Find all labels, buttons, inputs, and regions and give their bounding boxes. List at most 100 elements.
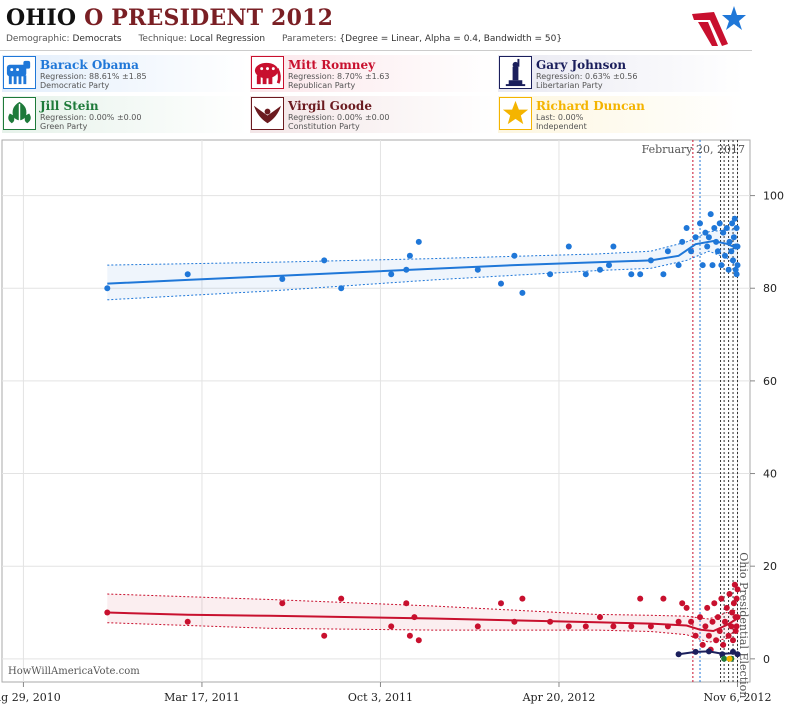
candidate-party: Constitution Party	[288, 122, 360, 131]
data-point	[726, 238, 733, 245]
candidate-stat: Regression: 0.00% ±0.00	[288, 113, 390, 122]
data-point	[388, 623, 395, 630]
data-point	[729, 220, 736, 227]
data-point	[713, 637, 720, 644]
data-point	[597, 266, 603, 273]
data-point	[733, 271, 740, 278]
data-point	[716, 220, 723, 227]
trend-line	[107, 611, 739, 633]
data-point	[702, 229, 709, 236]
data-point	[321, 257, 328, 264]
data-point	[582, 271, 589, 278]
y-tick-label: 20	[763, 560, 777, 573]
data-point	[637, 271, 644, 278]
data-point	[403, 600, 410, 607]
data-point	[734, 243, 741, 250]
data-point	[704, 604, 711, 611]
candidate-name: Gary Johnson	[536, 58, 627, 72]
data-point	[692, 234, 699, 241]
data-point	[406, 252, 413, 259]
poll-chart: Aug 29, 2010 Mar 17, 2011 Oct 3, 2011 Apr 2…	[0, 137, 789, 704]
data-point	[279, 276, 286, 282]
candidate-stat: Regression: 0.00% ±0.00	[40, 113, 142, 122]
data-point	[728, 248, 735, 255]
candidate-stat: Regression: 8.70% ±1.63	[288, 72, 390, 81]
parameters-value: {Degree = Linear, Alpha = 0.4, Bandwidth…	[339, 34, 563, 44]
data-point	[730, 637, 736, 644]
data-point	[519, 595, 526, 602]
star-icon	[499, 97, 532, 130]
data-point	[406, 632, 413, 639]
data-point	[688, 248, 695, 255]
annotation-date: February 20, 2017	[642, 143, 745, 156]
data-point	[714, 614, 721, 621]
data-point	[675, 618, 682, 625]
data-point	[704, 243, 711, 250]
data-point	[104, 285, 111, 292]
data-point	[338, 595, 345, 602]
data-point	[725, 266, 732, 273]
candidate-party: Independent	[536, 122, 587, 131]
data-point	[679, 238, 686, 245]
data-point	[660, 595, 667, 602]
candidate-name: Richard Duncan	[536, 99, 645, 113]
data-point	[723, 225, 730, 231]
data-point	[338, 285, 345, 292]
candidate-name: Mitt Romney	[288, 58, 376, 72]
data-point	[664, 248, 671, 255]
title-state: OHIO	[6, 5, 77, 31]
y-tick-label: 0	[763, 653, 770, 666]
data-point	[734, 651, 741, 658]
candidate-card: Jill Stein Regression: 0.00% ±0.00 Green P…	[2, 96, 248, 133]
x-tick-label: Aug 29, 2010	[0, 691, 61, 704]
candidate-name: Jill Stein	[40, 99, 99, 113]
candidate-party: Green Party	[40, 122, 88, 131]
data-point	[716, 628, 723, 634]
data-point	[721, 655, 728, 662]
data-point	[720, 641, 727, 648]
confidence-band	[107, 229, 738, 300]
candidate-party: Democratic Party	[40, 81, 110, 90]
data-point	[692, 632, 699, 639]
data-point	[610, 243, 617, 250]
data-point	[732, 628, 739, 634]
data-point	[732, 266, 739, 273]
data-point	[705, 648, 712, 655]
data-point	[565, 623, 572, 630]
data-point	[519, 289, 526, 296]
y-tick-label: 80	[763, 282, 777, 295]
data-point	[713, 238, 720, 245]
data-point	[675, 262, 682, 269]
candidate-stat: Last: 0.00%	[536, 113, 584, 122]
data-point	[565, 243, 572, 250]
data-point	[733, 225, 740, 231]
data-point	[709, 262, 716, 269]
data-point	[647, 623, 654, 630]
data-point	[702, 623, 709, 630]
data-point	[730, 257, 736, 264]
data-point	[734, 586, 741, 593]
data-point	[688, 618, 695, 625]
data-point	[647, 257, 654, 264]
data-point	[714, 248, 721, 255]
candidate-name: Barack Obama	[40, 58, 139, 72]
candidate-card: Gary Johnson Regression: 0.63% ±0.56 Liber…	[498, 55, 744, 92]
header-divider	[0, 50, 752, 51]
credit-text: HowWillAmericaVote.com	[8, 666, 140, 677]
technique-value: Local Regression	[189, 34, 266, 44]
data-point	[474, 266, 481, 273]
demographic-value: Democrats	[72, 34, 122, 44]
data-point	[730, 600, 737, 607]
x-tick-label: Oct 3, 2011	[348, 691, 413, 704]
data-point	[729, 609, 736, 616]
data-point	[403, 266, 410, 273]
data-point	[184, 271, 191, 278]
candidate-party: Libertarian Party	[536, 81, 603, 90]
data-point	[728, 623, 735, 630]
candidate-stat: Regression: 0.63% ±0.56	[536, 72, 638, 81]
data-point	[511, 252, 518, 259]
title-rest: O PRESIDENT 2012	[84, 5, 334, 31]
data-point	[679, 600, 686, 607]
candidate-card: Richard Duncan Last: 0.00% Independent	[498, 96, 744, 133]
data-point	[730, 648, 736, 655]
